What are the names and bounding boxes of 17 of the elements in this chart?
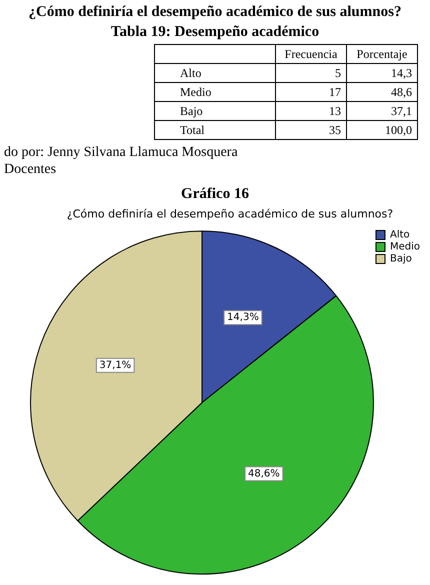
text: Bajo 13 37,1 — [180, 104, 412, 118]
data-label: 14,3% — [227, 312, 259, 324]
text: Alto 5 14,3 — [180, 66, 412, 80]
text: Docentes — [4, 161, 58, 178]
legend-label: Medio — [390, 242, 420, 253]
text: Gráfico 16 — [180, 185, 250, 204]
legend-label: Bajo — [390, 254, 412, 265]
data-label: 48,6% — [248, 468, 280, 480]
text: Tabla 19: Desempeño académico — [110, 23, 320, 42]
text: Frecuencia Porcentaje — [284, 46, 408, 60]
text: ¿Cómo definiría el desempeño académico de sus alumnos? — [28, 3, 402, 22]
text: Total 35 100,0 — [180, 122, 412, 136]
chart-title: ¿Cómo definiría el desempeño académico de sus alumnos? — [66, 207, 394, 220]
text: do por: Jenny Silvana Llamuca Mosquera — [4, 144, 239, 161]
text: Medio 17 48,6 — [180, 84, 412, 98]
legend-label: Alto — [390, 230, 410, 241]
data-label: 37,1% — [99, 360, 132, 372]
